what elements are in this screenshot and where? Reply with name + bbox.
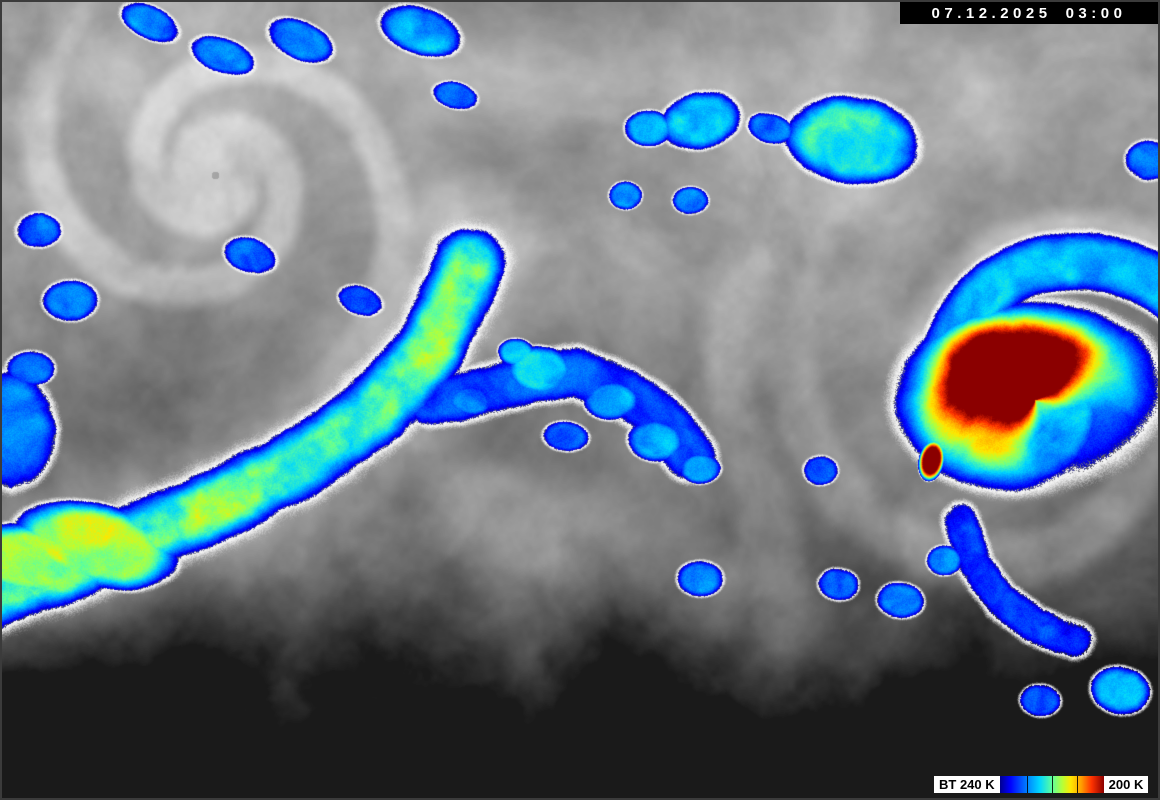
colorbar-min-label: BT 240 K [934,776,1000,793]
timestamp-time: 03:00 [1065,4,1127,22]
timestamp-overlay: 07.12.2025 03:00 [900,2,1158,24]
colorbar-tick [1076,776,1078,793]
colorbar-max-label: 200 K [1103,776,1149,793]
colorbar-gradient [999,776,1104,793]
colorbar-legend: BT 240 K 200 K [933,775,1150,794]
colorbar-tick [1026,776,1028,793]
timestamp-date: 07.12.2025 [931,4,1052,22]
colorbar-tick [1051,776,1053,793]
